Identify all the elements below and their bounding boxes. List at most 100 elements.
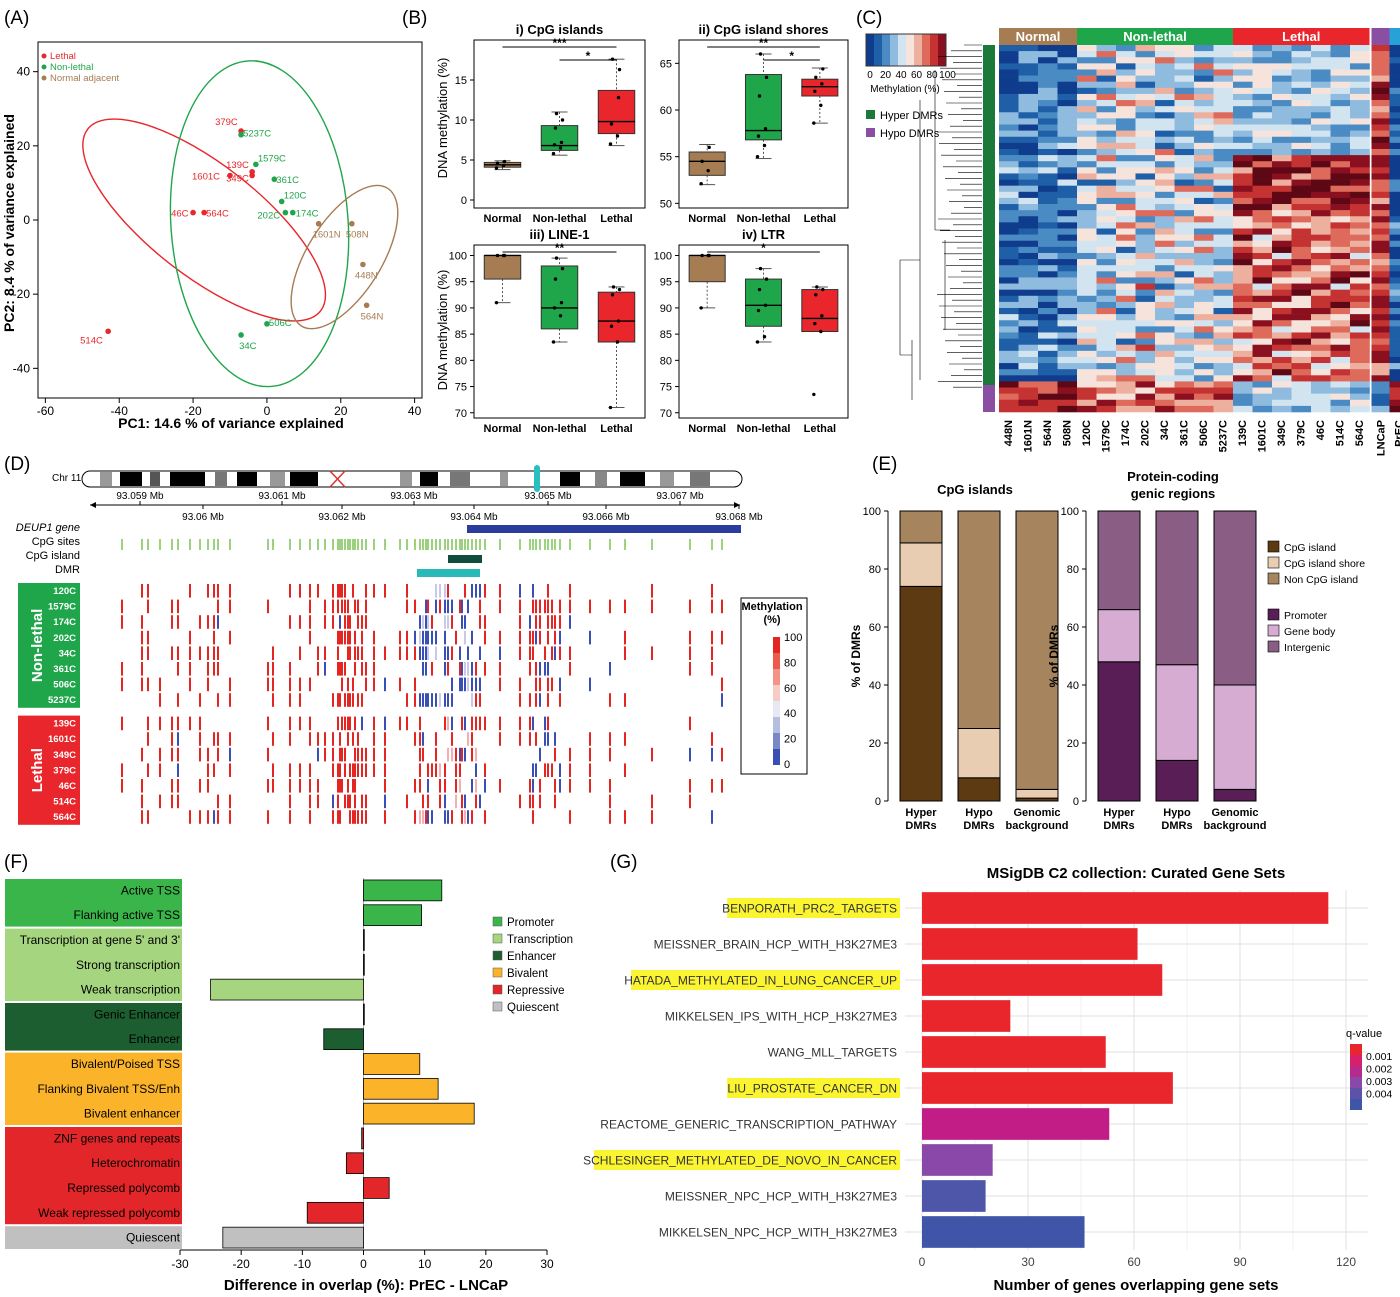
- c-heatmap-cell: [1096, 197, 1117, 205]
- c-heatmap-cell: [999, 185, 1019, 193]
- c-heatmap-cell: [1038, 338, 1058, 346]
- d-legend-tick: 60: [784, 683, 796, 695]
- b-point: [617, 67, 622, 72]
- c-heatmap-cell: [1252, 246, 1273, 254]
- c-heatmap-cell: [1330, 124, 1351, 131]
- c-heatmap-cell: [1155, 197, 1175, 205]
- e-stacked-bar: [957, 777, 1001, 802]
- c-heatmap-cell: [1330, 246, 1351, 254]
- c-heatmap-cell: [999, 356, 1019, 364]
- e-stacked-bar: [1213, 788, 1257, 802]
- a-ytick-label: -20: [13, 287, 31, 301]
- c-heatmap-cell: [1389, 344, 1400, 352]
- c-heatmap-cell: [1174, 387, 1195, 394]
- c-heatmap-cell: [1389, 204, 1400, 211]
- c-legend-swatch: [866, 110, 875, 119]
- c-group-label: Lethal: [1282, 29, 1320, 44]
- e-legend-swatch: [1267, 608, 1280, 621]
- b-box: [744, 278, 783, 327]
- c-heatmap-cell: [1330, 265, 1351, 272]
- c-sample-label: 379C: [1296, 420, 1308, 446]
- b-ytick-label: 70: [455, 408, 467, 420]
- c-heatmap-cell: [1174, 191, 1195, 199]
- c-heatmap-cell: [1057, 320, 1078, 327]
- a-ytick-label: 40: [17, 65, 31, 79]
- c-heatmap-cell: [1194, 246, 1214, 254]
- b-point: [615, 340, 620, 344]
- f-category-block: [5, 1052, 182, 1125]
- c-heatmap-cell: [1213, 314, 1234, 321]
- a-xtick-label: -40: [111, 404, 129, 418]
- c-heatmap-cell: [1272, 148, 1292, 156]
- c-heatmap-cell: [1038, 234, 1058, 242]
- c-heatmap-cell: [1057, 136, 1078, 144]
- b-box: [688, 151, 726, 176]
- c-heatmap-cell: [1213, 142, 1234, 150]
- b-point: [554, 256, 559, 260]
- c-heatmap-cell: [1371, 332, 1390, 339]
- c-heatmap-cell: [1291, 363, 1312, 370]
- c-heatmap-cell: [1233, 344, 1253, 352]
- c-heatmap-cell: [1350, 344, 1370, 352]
- c-heatmap-cell: [1272, 289, 1292, 297]
- c-heatmap-cell: [1096, 332, 1117, 339]
- c-heatmap-cell: [1311, 369, 1331, 376]
- b-box: [483, 254, 522, 280]
- c-heatmap-cell: [1116, 130, 1136, 138]
- c-heatmap-cell: [1389, 399, 1400, 407]
- c-heatmap-cell: [1371, 387, 1390, 394]
- c-heatmap-cell: [1389, 271, 1400, 278]
- c-heatmap-cell: [1057, 106, 1078, 113]
- b-ytick-label: 10: [455, 115, 467, 127]
- c-heatmap-cell: [1077, 191, 1097, 199]
- c-heatmap-cell: [1155, 167, 1175, 174]
- c-heatmap-cell: [1174, 185, 1195, 193]
- c-heatmap-cell: [1116, 246, 1136, 254]
- c-heatmap-cell: [1174, 167, 1195, 174]
- c-heatmap-cell: [1135, 393, 1156, 401]
- c-heatmap-cell: [1096, 81, 1117, 89]
- c-heatmap-cell: [1155, 118, 1175, 125]
- c-heatmap-cell: [1038, 142, 1058, 150]
- c-heatmap-cell: [1096, 167, 1117, 174]
- d-chromosome-band: [595, 472, 607, 486]
- c-heatmap-cell: [1311, 210, 1331, 217]
- e-ylabel: % of DMRs: [849, 624, 863, 687]
- c-heatmap-cell: [1077, 228, 1097, 235]
- c-heatmap-cell: [1116, 387, 1136, 394]
- c-scale-swatch: [922, 34, 930, 66]
- c-heatmap-cell: [1330, 393, 1351, 401]
- c-heatmap-cell: [1077, 197, 1097, 205]
- c-heatmap-cell: [1330, 252, 1351, 260]
- c-heatmap-cell: [1096, 381, 1117, 388]
- c-heatmap-cell: [1057, 381, 1078, 388]
- e-legend-swatch: [1267, 640, 1280, 653]
- b-box: [688, 254, 726, 283]
- b-frame: [678, 39, 849, 209]
- c-heatmap-cell: [1371, 45, 1390, 52]
- c-heatmap-cell: [1291, 399, 1312, 407]
- c-heatmap-cell: [1233, 308, 1253, 315]
- b-box: [744, 74, 783, 141]
- f-xlabel: Difference in overlap (%): PrEC - LNCaP: [224, 1277, 508, 1294]
- c-scale-tick: 0: [867, 70, 873, 81]
- c-heatmap-cell: [1057, 240, 1078, 248]
- c-heatmap-cell: [1330, 112, 1351, 119]
- c-heatmap-cell: [1018, 369, 1039, 376]
- c-heatmap-cell: [1389, 118, 1400, 125]
- a-point: [249, 172, 255, 179]
- c-heatmap-cell: [1194, 356, 1214, 364]
- c-heatmap-cell: [1350, 173, 1370, 180]
- c-heatmap-cell: [1389, 393, 1400, 401]
- panel-label-a: (A): [4, 8, 29, 29]
- b-xtick-label: Non-lethal: [737, 423, 791, 435]
- c-heatmap-cell: [1096, 216, 1117, 223]
- c-heatmap-cell: [1096, 308, 1117, 315]
- b-point: [609, 122, 614, 126]
- c-legend-label: Hypo DMRs: [880, 128, 940, 140]
- c-heatmap-cell: [1116, 252, 1136, 260]
- c-heatmap-cell: [1311, 375, 1331, 382]
- a-point-label: 46C: [171, 209, 189, 220]
- a-point: [105, 328, 111, 335]
- d-group-bar: [18, 583, 80, 708]
